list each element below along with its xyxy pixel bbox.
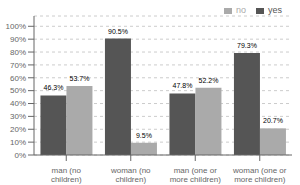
svg-text:46.3%: 46.3% bbox=[44, 84, 64, 91]
svg-text:100%: 100% bbox=[8, 22, 26, 31]
svg-text:60%: 60% bbox=[10, 74, 26, 83]
svg-text:47.8%: 47.8% bbox=[173, 82, 193, 89]
svg-text:70%: 70% bbox=[10, 61, 26, 70]
svg-text:50%: 50% bbox=[10, 86, 26, 95]
html-text:no: no bbox=[236, 5, 246, 15]
svg-text:30%: 30% bbox=[10, 112, 26, 121]
svg-text:52.2%: 52.2% bbox=[199, 77, 219, 84]
svg-text:79.3%: 79.3% bbox=[237, 42, 257, 49]
svg-text:0%: 0% bbox=[14, 151, 26, 160]
html-text:yes: yes bbox=[268, 5, 282, 15]
svg-text:man (one ormore children): man (one ormore children) bbox=[170, 166, 221, 184]
svg-text:80%: 80% bbox=[10, 48, 26, 57]
svg-text:10%: 10% bbox=[10, 138, 26, 147]
svg-text:woman (nochildren): woman (nochildren) bbox=[110, 166, 151, 184]
svg-text:20%: 20% bbox=[10, 125, 26, 134]
svg-text:woman (one ormore children): woman (one ormore children) bbox=[232, 166, 287, 184]
svg-text:man (nochildren): man (nochildren) bbox=[51, 166, 82, 184]
svg-text:9.5%: 9.5% bbox=[136, 132, 152, 139]
svg-text:53.7%: 53.7% bbox=[70, 75, 90, 82]
svg-text:90.5%: 90.5% bbox=[108, 28, 128, 35]
svg-text:90%: 90% bbox=[10, 35, 26, 44]
svg-text:20.7%: 20.7% bbox=[263, 117, 283, 124]
svg-text:40%: 40% bbox=[10, 99, 26, 108]
